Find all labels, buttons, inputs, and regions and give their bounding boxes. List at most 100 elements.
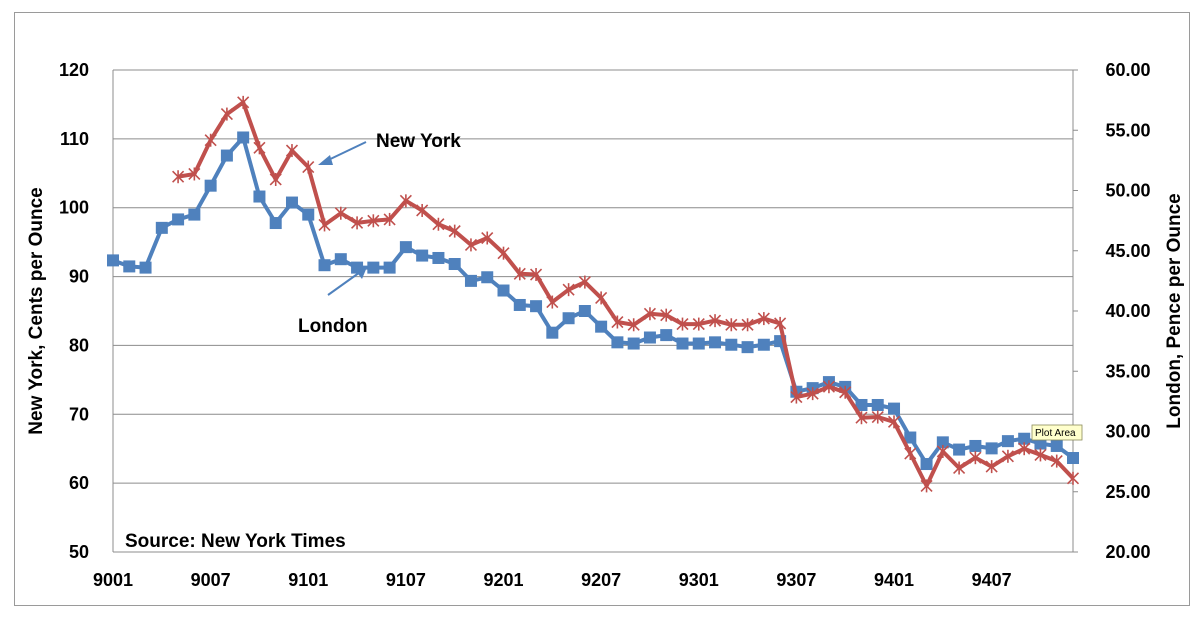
- right-tick-label: 55.00: [1105, 120, 1150, 140]
- data-point-london: [888, 402, 901, 415]
- data-point-london: [530, 300, 543, 313]
- series-line: [177, 100, 1075, 488]
- data-point-london: [643, 331, 656, 344]
- x-tick-label: 9407: [972, 570, 1012, 590]
- data-point-london: [969, 439, 982, 452]
- series-layer: [107, 95, 1080, 493]
- data-point-london: [595, 320, 608, 333]
- data-point-london: [302, 208, 315, 221]
- data-point-new-york: [904, 447, 917, 461]
- x-tick-label: 9107: [386, 570, 426, 590]
- data-point-new-york: [660, 308, 673, 322]
- data-point-london: [416, 249, 429, 262]
- data-point-new-york: [708, 314, 722, 328]
- data-point-new-york: [790, 390, 803, 404]
- data-point-new-york: [464, 238, 478, 252]
- right-tick-label: 35.00: [1105, 361, 1150, 381]
- data-point-new-york: [839, 385, 852, 399]
- data-point-new-york: [562, 283, 575, 297]
- data-point-london: [285, 196, 298, 209]
- data-point-new-york: [741, 318, 754, 332]
- data-point-london: [269, 217, 282, 230]
- data-point-london: [660, 329, 673, 342]
- data-point-new-york: [220, 107, 233, 121]
- data-point-new-york: [822, 380, 835, 394]
- data-point-london: [936, 436, 949, 449]
- x-tick-label: 9301: [679, 570, 719, 590]
- data-point-london: [709, 336, 722, 349]
- data-point-new-york: [529, 268, 543, 282]
- left-tick-label: 120: [59, 60, 89, 80]
- data-point-new-york: [953, 461, 966, 475]
- data-point-london: [611, 336, 624, 349]
- data-point-new-york: [513, 267, 526, 281]
- data-point-new-york: [611, 315, 624, 329]
- data-point-new-york: [757, 312, 770, 326]
- x-tick-label: 9207: [581, 570, 621, 590]
- data-point-london: [318, 259, 331, 272]
- right-tick-label: 50.00: [1105, 181, 1150, 201]
- chart-frame: [14, 12, 1190, 606]
- left-tick-label: 80: [69, 335, 89, 355]
- data-point-new-york: [237, 95, 250, 109]
- data-point-london: [1018, 432, 1031, 445]
- data-point-new-york: [1018, 442, 1031, 456]
- data-point-london: [204, 179, 217, 192]
- data-point-new-york: [497, 246, 510, 260]
- data-point-new-york: [676, 317, 689, 331]
- data-point-new-york: [1050, 454, 1063, 468]
- right-tick-label: 30.00: [1105, 422, 1150, 442]
- data-point-london: [220, 149, 233, 162]
- data-point-london: [448, 258, 461, 271]
- data-point-london: [497, 284, 510, 297]
- data-point-london: [546, 326, 559, 339]
- x-tick-label: 9201: [483, 570, 523, 590]
- data-point-new-york: [627, 318, 640, 332]
- data-point-london: [432, 251, 445, 264]
- data-point-london: [464, 274, 477, 287]
- data-point-london: [513, 298, 526, 311]
- left-axis-title: New York, Cents per Ounce: [26, 187, 47, 434]
- data-point-london: [172, 213, 185, 226]
- data-point-london: [562, 312, 575, 325]
- left-tick-label: 90: [69, 267, 89, 287]
- data-point-new-york: [595, 291, 608, 305]
- x-axis-ticks: 9001 9007 9101 9107 9201 9207 9301 9307 9401 9407: [93, 570, 1012, 590]
- data-point-new-york: [887, 415, 901, 429]
- data-point-new-york: [285, 144, 299, 158]
- data-point-new-york: [643, 307, 657, 321]
- left-axis-ticks: 50 60 70 80 90 100 110 120: [59, 60, 89, 562]
- data-point-london: [123, 260, 136, 273]
- series-london: [107, 131, 1079, 471]
- data-point-new-york: [399, 194, 412, 208]
- x-tick-label: 9401: [874, 570, 914, 590]
- data-point-new-york: [936, 444, 949, 458]
- right-axis-ticks: 20.00 25.00 30.00 35.00 40.00 45.00 50.00 55.00…: [1073, 60, 1151, 562]
- data-point-new-york: [318, 218, 331, 232]
- right-tick-label: 20.00: [1105, 542, 1150, 562]
- data-point-london: [188, 208, 201, 221]
- annotation-new-york: New York: [376, 131, 461, 152]
- data-point-london: [920, 458, 933, 471]
- series-new-york: [172, 95, 1080, 493]
- data-point-new-york: [432, 217, 445, 231]
- data-point-new-york: [985, 460, 998, 474]
- data-point-london: [627, 337, 640, 350]
- data-point-new-york: [172, 170, 185, 184]
- data-point-new-york: [1066, 471, 1080, 485]
- data-point-new-york: [334, 206, 347, 220]
- data-point-new-york: [578, 275, 591, 289]
- data-point-london: [757, 338, 770, 351]
- data-point-london: [334, 253, 347, 266]
- x-tick-label: 9101: [288, 570, 328, 590]
- annotation-new-york-arrow: [318, 141, 367, 165]
- data-point-london: [1067, 452, 1079, 465]
- data-point-new-york: [871, 410, 884, 424]
- data-point-new-york: [1001, 449, 1014, 463]
- annotation-london: London: [298, 316, 368, 337]
- data-point-london: [855, 398, 868, 411]
- data-point-new-york: [855, 411, 868, 425]
- data-point-london: [1050, 439, 1063, 452]
- plot-area-tooltip-text: Plot Area: [1035, 428, 1076, 439]
